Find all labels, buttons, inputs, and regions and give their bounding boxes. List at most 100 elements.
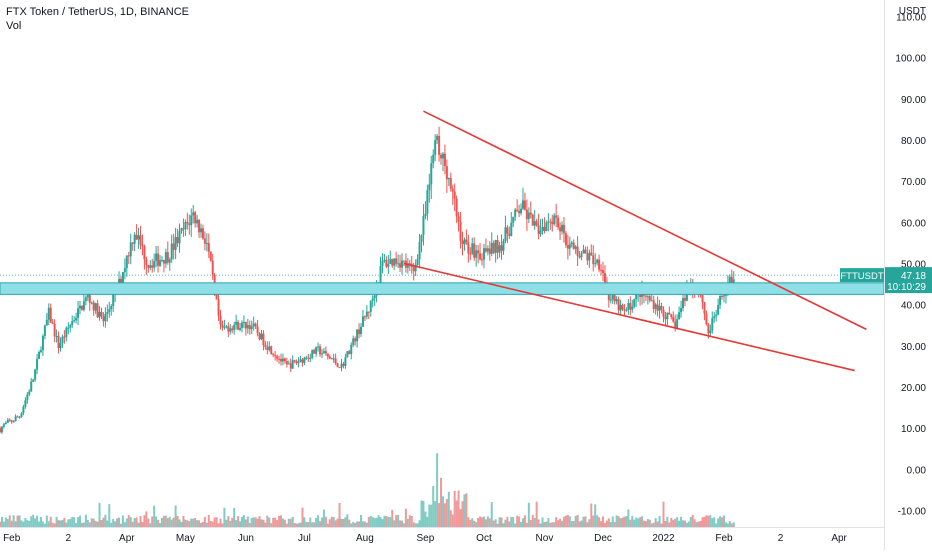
candle-body [320, 353, 323, 355]
volume-bar [430, 504, 433, 527]
volume-bar [570, 521, 573, 527]
candle-body [502, 240, 505, 251]
volume-bar [654, 518, 657, 527]
volume-bar [55, 516, 58, 527]
candle-body [422, 216, 425, 236]
volume-bar [336, 518, 339, 527]
candle-body [574, 246, 577, 249]
volume-bar [377, 515, 380, 527]
volume-bar [168, 516, 171, 527]
volume-bar [155, 516, 158, 527]
y-tick-label: 0.00 [907, 465, 927, 476]
candle-body [205, 243, 208, 245]
volume-bar [172, 517, 175, 527]
candle-body [408, 263, 411, 265]
volume-indicator-label[interactable]: Vol [6, 20, 22, 32]
volume-bar [159, 523, 162, 527]
candle-body [644, 295, 647, 297]
volume-bar [664, 520, 667, 527]
candle-body [350, 344, 353, 355]
candle-body [10, 420, 13, 422]
volume-bar [414, 523, 417, 527]
candle-body [0, 426, 3, 433]
candle-body [14, 416, 17, 422]
candle-body [258, 333, 261, 340]
volume-bar [629, 519, 632, 527]
volume-bar [652, 522, 655, 527]
candle-body [360, 326, 363, 334]
volume-bar [240, 516, 243, 527]
volume-bar [580, 520, 583, 527]
x-tick-label: 2 [778, 533, 784, 544]
volume-bar [340, 518, 343, 527]
volume-bar [662, 501, 665, 527]
volume-bar [252, 517, 255, 527]
volume-bar [412, 522, 415, 527]
volume-bar [39, 517, 42, 527]
volume-bar [436, 453, 439, 527]
time-axis[interactable]: Feb 2 Apr May Jun Jul Aug Sep Oct Nov Dec 2022 Feb 2 A… [0, 527, 884, 550]
candle-body [0, 428, 1, 433]
volume-bar [596, 515, 599, 527]
candle-body [252, 323, 255, 327]
volume-bar [250, 518, 253, 527]
volume-bar [219, 518, 222, 527]
volume-bar [633, 519, 636, 527]
candle-body [551, 221, 554, 225]
volume-bar [262, 519, 265, 527]
volume-bar [196, 520, 199, 527]
candle-body [609, 299, 612, 301]
volume-bar [711, 518, 714, 527]
candle-body [231, 328, 234, 331]
candle-body [86, 294, 89, 298]
candle-body [371, 298, 374, 301]
volume-bar [223, 507, 226, 527]
annotations[interactable] [0, 110, 885, 372]
candle-body [162, 259, 165, 264]
volume-bar [242, 515, 245, 527]
volume-bar [514, 523, 517, 527]
volume-bar [4, 517, 7, 527]
volume-bar [447, 491, 450, 527]
candle-body [728, 276, 731, 284]
candle-body [174, 237, 177, 250]
volume-bar [650, 523, 653, 527]
candle-body [155, 253, 158, 261]
volume-bar [160, 517, 163, 527]
volume-bar [69, 519, 72, 527]
candle-body [492, 242, 495, 253]
volume-bar [551, 522, 554, 527]
volume-bar [369, 515, 372, 527]
volume-bar [420, 500, 423, 527]
candle-body [578, 256, 581, 258]
candle-body [250, 326, 253, 330]
volume-bar [687, 521, 690, 527]
candle-body [131, 242, 134, 244]
volume-bar [488, 518, 491, 527]
volume-bar [96, 521, 99, 527]
volume-bar [266, 515, 269, 527]
volume-bar [16, 515, 19, 527]
candle-body [629, 303, 632, 310]
candle-body [445, 166, 448, 180]
candle-body [217, 299, 220, 316]
volume-bar [572, 521, 575, 527]
candles [0, 126, 735, 434]
candle-body [703, 302, 706, 314]
candle-body [420, 235, 423, 242]
volume-bar [90, 518, 93, 527]
candle-body [402, 260, 405, 262]
volume-bar [317, 515, 320, 527]
candle-body [527, 212, 530, 220]
candle-body [516, 209, 519, 211]
volume-bar [385, 516, 388, 527]
candle-body [721, 296, 724, 298]
volume-bar [162, 515, 165, 527]
volume-bar [590, 503, 593, 527]
volume-bar [479, 516, 482, 527]
volume-bar [237, 516, 240, 527]
volume-bar [404, 508, 407, 527]
